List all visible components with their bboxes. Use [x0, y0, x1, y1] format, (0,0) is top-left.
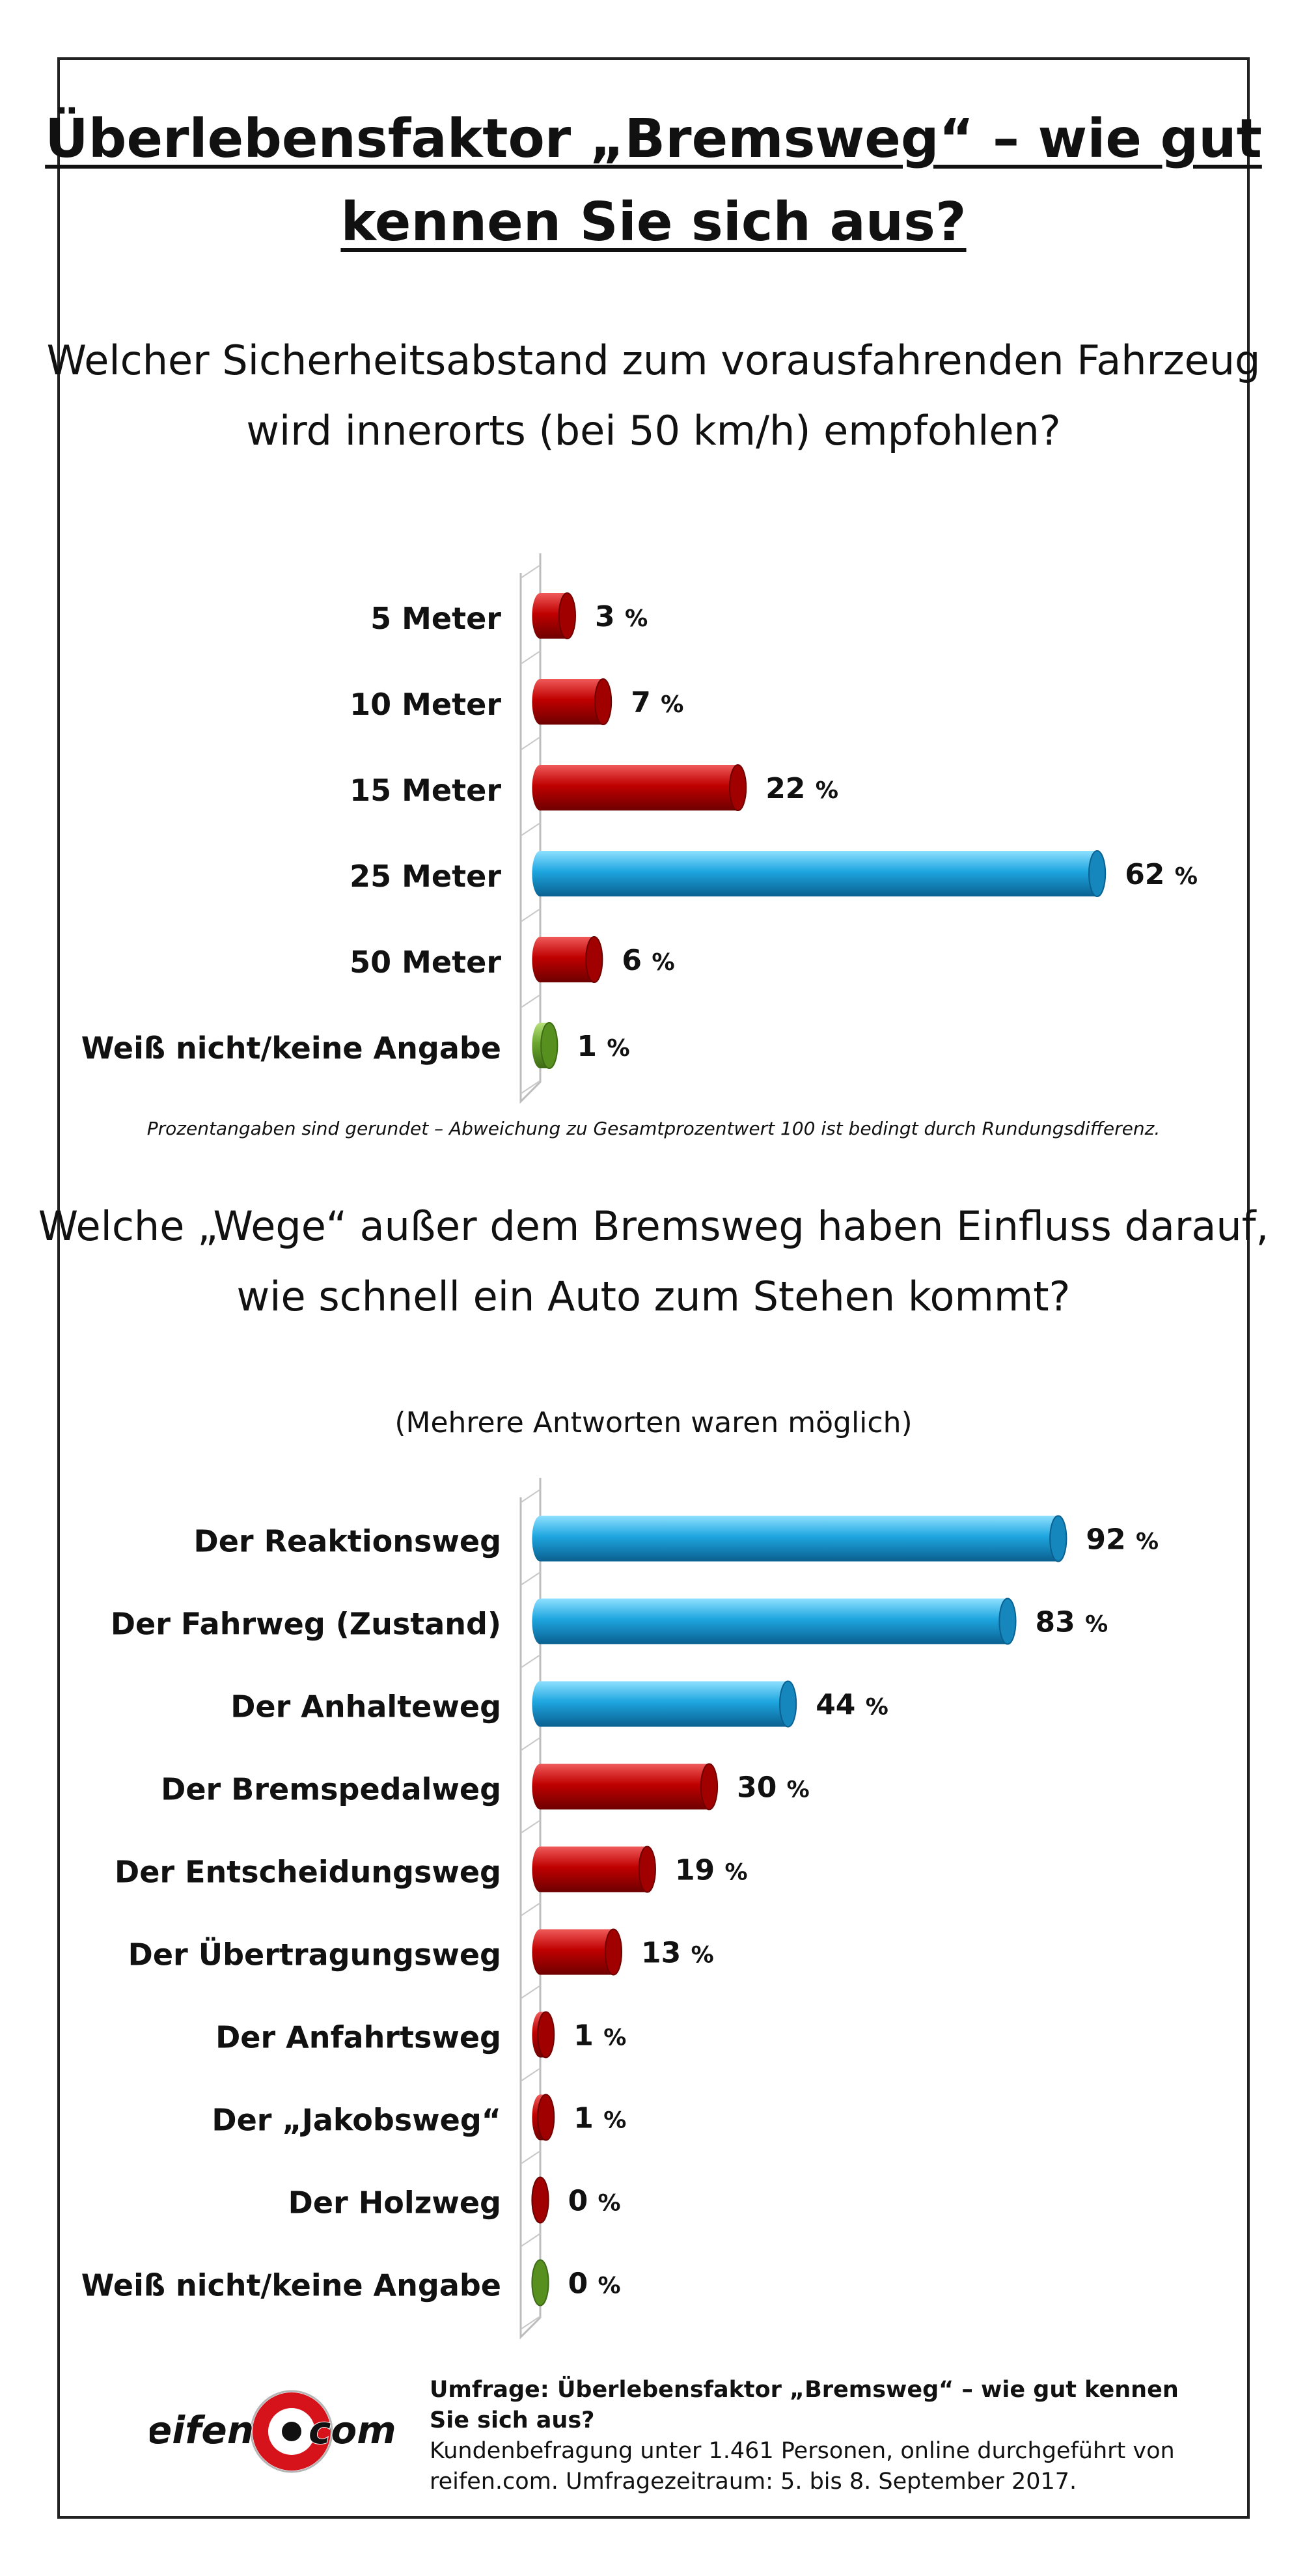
value-label: 1 % [573, 2019, 626, 2053]
question-2: Welche „Wege“ außer dem Bremsweg haben E… [38, 1202, 1269, 1320]
value-label: 0 % [568, 2267, 621, 2301]
value-label: 7 % [631, 686, 683, 719]
survey-footer: Umfrage: Überlebensfaktor „Bremsweg“ – w… [430, 2375, 1224, 2497]
chart-axis-frame [519, 1478, 542, 2340]
value-label: 62 % [1125, 858, 1198, 891]
footer-line-1: Kundenbefragung unter 1.461 Personen, on… [430, 2438, 1175, 2464]
category-label: Der Bremspedalweg [161, 1772, 501, 1807]
infographic-frame [57, 57, 1250, 2519]
rounding-note: Prozentangaben sind gerundet – Abweichun… [146, 1118, 1161, 1139]
value-label: 0 % [568, 2185, 621, 2218]
bar [532, 1846, 656, 1893]
chart-axis-tick [520, 994, 541, 1008]
category-label: Der Fahrweg (Zustand) [111, 1607, 501, 1642]
chart-axis-tick [520, 1572, 541, 1586]
chart-axis-tick [520, 822, 541, 837]
chart-axis-tick [520, 1902, 541, 1917]
question-1: Welcher Sicherheitsabstand zum vorausfah… [46, 337, 1261, 454]
reifen-com-logo: reifen com [150, 2390, 397, 2473]
chart-axis-tick [520, 2150, 541, 2165]
bar [531, 2176, 549, 2224]
value-label: 19 % [675, 1854, 748, 1887]
value-label: 13 % [641, 1937, 714, 1970]
bar [532, 592, 577, 639]
category-label: Der Anhalteweg [230, 1689, 501, 1724]
category-label: 5 Meter [370, 601, 501, 636]
chart-axis-tick [520, 1654, 541, 1669]
logo-text-part1: reifen [150, 2408, 254, 2452]
bar [532, 2094, 555, 2141]
chart-1-safety-distance: 5 Meter 3 % 10 Meter 7 % 15 Meter 22 % 25 Mete… [81, 553, 1198, 1104]
bar [532, 678, 612, 725]
chart-axis-tick [520, 650, 541, 665]
value-label: 3 % [595, 600, 648, 633]
value-label: 44 % [816, 1689, 888, 1722]
footer-title: Umfrage: Überlebensfaktor „Bremsweg“ – w… [430, 2377, 1179, 2433]
category-label: Weiß nicht/keine Angabe [81, 1031, 501, 1066]
bar [532, 1928, 623, 1976]
chart-axis-tick [520, 2233, 541, 2247]
logo-text-part2: com [309, 2408, 396, 2452]
chart-axis-tick [520, 736, 541, 751]
chart-axis-tick [520, 2316, 541, 2330]
category-label: Weiß nicht/keine Angabe [81, 2268, 501, 2303]
category-label: Der Entscheidungsweg [115, 1855, 501, 1890]
chart-axis-tick [520, 1985, 541, 1999]
value-label: 83 % [1036, 1606, 1108, 1639]
value-label: 30 % [737, 1771, 810, 1805]
bar [532, 764, 747, 811]
page-title: Überlebensfaktor „Bremsweg“ – wie gut ke… [45, 108, 1262, 253]
category-label: Der Reaktionsweg [194, 1524, 501, 1559]
category-label: 25 Meter [350, 859, 501, 894]
bar [532, 1022, 558, 1069]
bar [532, 2011, 555, 2058]
value-label: 92 % [1086, 1523, 1159, 1557]
category-label: Der Anfahrtsweg [215, 2020, 501, 2055]
bar [532, 936, 603, 983]
value-label: 6 % [622, 944, 674, 977]
bar [532, 850, 1107, 897]
bar [532, 1598, 1017, 1645]
chart-axis-tick [520, 1820, 541, 1834]
category-label: Der Holzweg [288, 2185, 501, 2221]
category-label: 50 Meter [350, 945, 501, 980]
footer-line-2: reifen.com. Umfragezeitraum: 5. bis 8. S… [430, 2469, 1077, 2495]
chart-2-other-ways: Der Reaktionsweg 92 % Der Fahrweg (Zustand… [81, 1478, 1159, 2340]
chart-axis-tick [520, 1737, 541, 1751]
chart-axis-tick [520, 1489, 541, 1503]
bar [532, 1515, 1067, 1562]
multiple-answers-note: (Mehrere Antworten waren möglich) [394, 1406, 913, 1439]
category-label: Der „Jakobsweg“ [212, 2103, 501, 2138]
chart-axis-tick [520, 908, 541, 922]
value-label: 22 % [765, 772, 838, 805]
bar [532, 1680, 797, 1728]
chart-axis-tick [520, 1080, 541, 1094]
chart-axis-frame [519, 553, 542, 1104]
chart-axis-tick [520, 564, 541, 579]
value-label: 1 % [577, 1030, 629, 1063]
bar [532, 1763, 719, 1810]
category-label: 15 Meter [350, 773, 501, 808]
chart-axis-tick [520, 2068, 541, 2082]
bar [531, 2259, 549, 2306]
category-label: 10 Meter [350, 687, 501, 722]
value-label: 1 % [573, 2102, 626, 2135]
category-label: Der Übertragungsweg [128, 1937, 501, 1973]
